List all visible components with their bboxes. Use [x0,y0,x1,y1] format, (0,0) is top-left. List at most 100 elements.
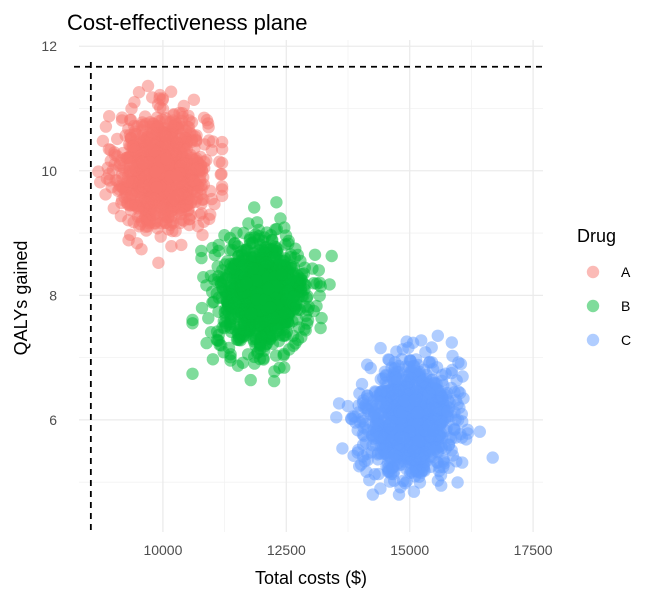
legend-label-a: A [621,264,631,280]
data-point [397,474,410,487]
data-point [473,425,486,438]
data-point [137,157,150,170]
data-point [441,405,454,418]
data-point [92,165,105,178]
data-point [425,382,439,396]
data-point [280,293,293,306]
data-point [249,330,262,344]
data-point [111,184,125,197]
data-point [246,262,259,275]
data-point [245,307,258,320]
data-point [279,238,292,251]
data-point [126,140,140,153]
data-point [204,269,218,282]
data-point [248,201,261,214]
data-point [128,96,141,109]
x-tick-label: 12500 [267,542,306,558]
legend: Drug A B C [577,226,631,348]
data-point [183,114,196,127]
data-point [195,301,209,315]
data-point [115,196,128,210]
data-point [254,342,267,356]
series-b [186,196,338,388]
data-point [431,329,444,342]
data-point [357,429,371,442]
data-point [273,361,286,374]
data-point [355,377,369,391]
data-point [282,343,296,356]
data-point [392,384,405,397]
data-point [427,401,440,415]
data-point [175,238,188,252]
data-point [239,244,252,257]
data-point [116,172,129,185]
y-tick-label: 8 [49,287,57,303]
data-point [190,162,203,175]
data-point [330,411,343,424]
data-point [146,126,159,140]
data-point [388,356,402,369]
data-point [142,137,156,150]
data-point [148,192,161,206]
series-a [92,79,229,269]
x-axis-title: Total costs ($) [255,568,367,588]
data-point [407,485,421,498]
legend-key-b [586,299,600,313]
data-point [165,240,178,253]
data-point [264,229,278,242]
data-point [313,289,326,302]
data-point [249,228,262,241]
data-point [200,113,214,127]
data-point [195,251,208,265]
data-point [206,353,220,366]
data-point [308,248,322,261]
data-point [435,391,449,405]
data-point [306,262,319,275]
data-point [278,329,291,342]
data-point [208,248,221,262]
data-point [190,133,203,147]
data-point [379,440,393,453]
data-point [175,207,188,221]
data-point [208,197,221,211]
data-point [435,479,448,492]
data-point [250,274,263,287]
data-point [407,360,420,373]
data-points [92,79,499,501]
data-point [448,423,461,436]
data-point [267,374,281,388]
data-point [352,399,365,412]
data-point [378,365,392,378]
data-point [448,386,461,399]
data-point [232,254,245,267]
x-tick-label: 10000 [143,542,182,558]
data-point [307,304,320,318]
data-point [407,445,421,458]
data-point [380,460,393,473]
data-point [115,114,129,127]
legend-title: Drug [577,226,616,246]
data-point [242,217,255,230]
data-point [372,467,385,481]
data-point [204,326,218,339]
data-point [341,399,355,413]
data-point [412,434,425,448]
data-point [202,312,215,325]
data-point [398,394,411,408]
data-point [401,376,414,389]
data-point [408,393,422,407]
data-point [262,282,275,296]
data-point [187,175,201,188]
data-point [389,453,402,467]
data-point [226,243,239,257]
data-point [427,424,440,437]
y-tick-label: 10 [41,163,57,179]
data-point [232,333,246,347]
data-point [186,317,199,330]
data-point [170,170,184,183]
data-point [278,306,292,320]
data-point [260,256,274,269]
data-point [218,229,231,242]
data-point [351,446,364,459]
data-point [103,110,116,123]
